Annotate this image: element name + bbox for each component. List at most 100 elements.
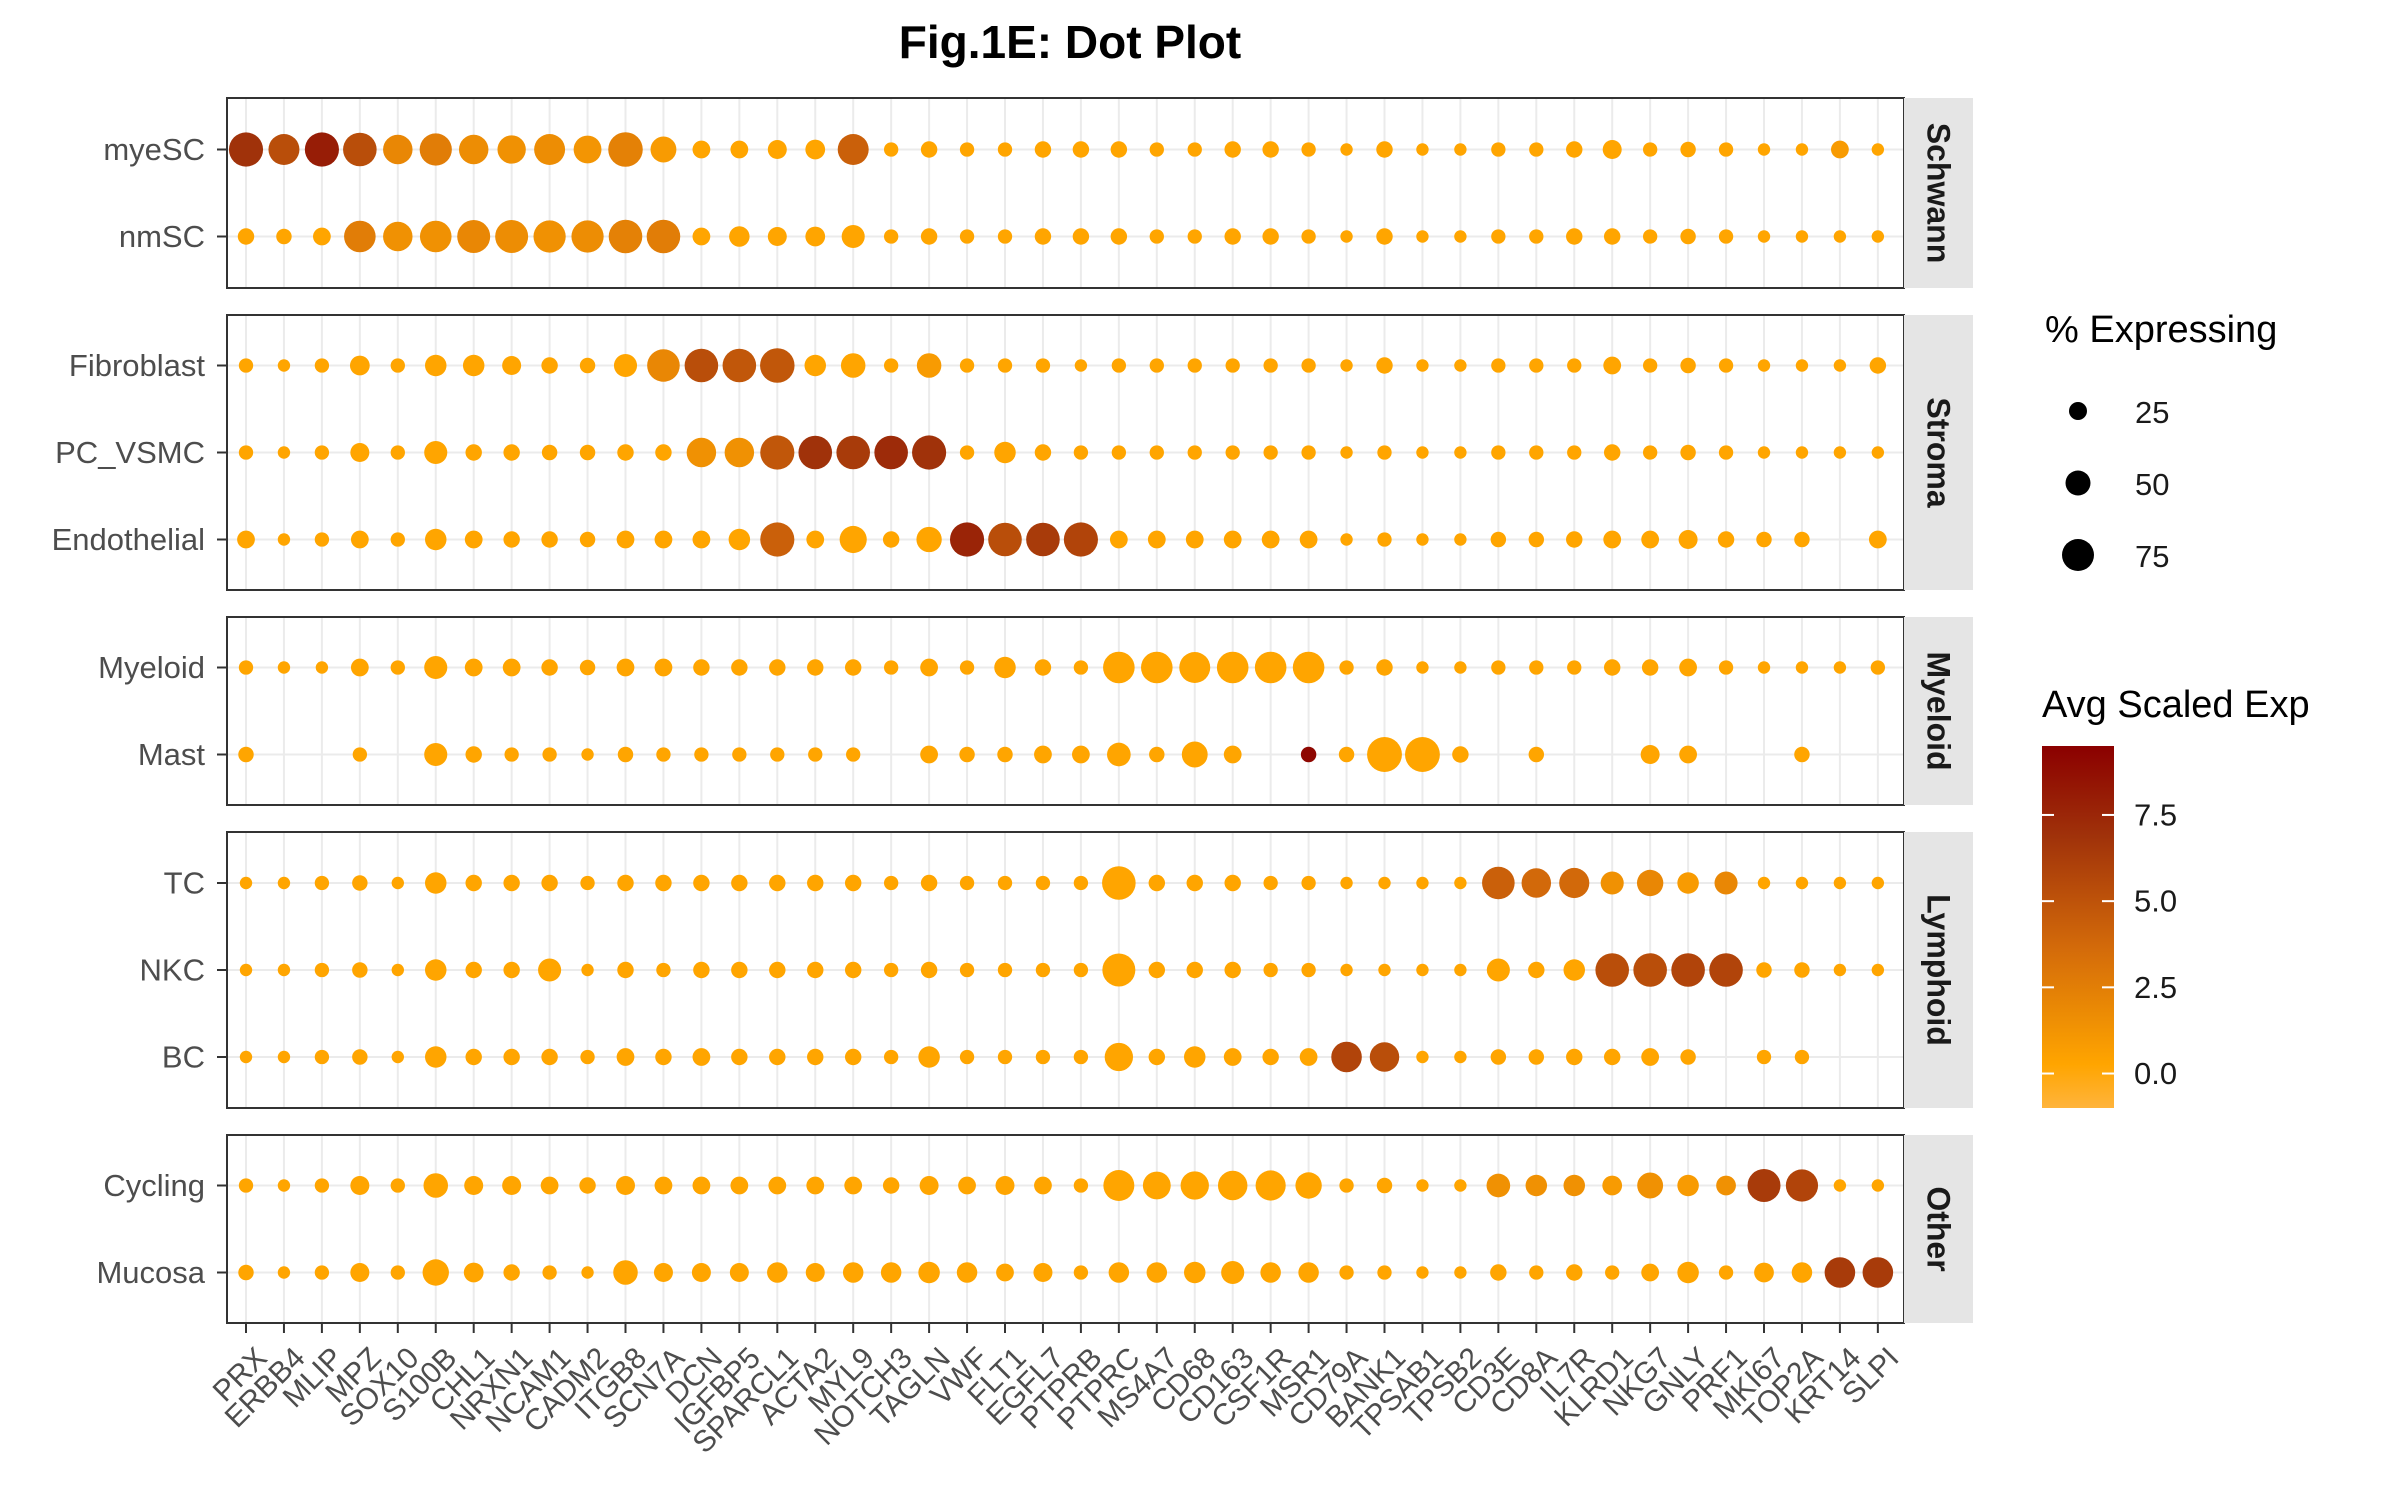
dot-NKC-PRF1 [1709, 953, 1743, 987]
dot-Endothelial-CD3E [1490, 531, 1507, 548]
dot-Fibroblast-CD3E [1491, 358, 1506, 373]
dot-nmSC-KRT14 [1833, 230, 1847, 243]
dot-nmSC-PRX [237, 228, 255, 245]
dot-BC-SOX10 [391, 1050, 404, 1064]
dot-PC_VSMC-S100B [424, 440, 448, 465]
dot-NKC-GNLY [1671, 953, 1705, 987]
dot-Mucosa-ERBB4 [277, 1266, 291, 1279]
size-legend-label: 25 [2135, 395, 2169, 430]
dot-NKC-KRT14 [1833, 963, 1847, 977]
dot-Mast-SPARCL1 [770, 747, 785, 762]
dot-Mast-EGFL7 [1034, 745, 1052, 764]
facet-strip-label: Schwann [1921, 123, 1957, 263]
panel-border [226, 616, 1905, 806]
dot-Endothelial-ACTA2 [806, 530, 825, 549]
dot-Cycling-CD3E [1486, 1173, 1511, 1198]
dot-BC-MSR1 [1299, 1048, 1318, 1066]
dot-Mucosa-PRX [238, 1264, 254, 1281]
dot-Mast-CD79A [1338, 746, 1355, 763]
dot-PC_VSMC-GNLY [1680, 444, 1696, 461]
dot-Endothelial-ITGB8 [616, 530, 635, 549]
dot-PC_VSMC-CADM2 [579, 444, 596, 461]
dot-nmSC-ACTA2 [805, 226, 826, 247]
dot-NKC-TPSB2 [1454, 963, 1467, 977]
dot-Mucosa-TPSB2 [1454, 1266, 1467, 1279]
dot-BC-PTPRB [1073, 1049, 1089, 1065]
dot-Mucosa-EGFL7 [1033, 1263, 1053, 1282]
dot-PC_VSMC-CD3E [1491, 445, 1506, 460]
dot-TC-PRF1 [1714, 871, 1738, 895]
dot-Endothelial-CD68 [1185, 530, 1204, 549]
dot-Endothelial-MKI67 [1756, 531, 1772, 548]
facet-panel-schwann: Schwann myeSC nmSC [103, 97, 1973, 289]
dot-TC-S100B [425, 872, 447, 894]
dot-myeSC-PRX [228, 132, 264, 167]
dot-myeSC-PTPRC [1110, 141, 1128, 158]
dot-myeSC-CD163 [1224, 141, 1241, 158]
dot-myeSC-VWF [959, 142, 975, 157]
dot-nmSC-NCAM1 [533, 220, 566, 253]
size-legend-title: % Expressing [2045, 309, 2277, 351]
dot-myeSC-TPSB2 [1454, 143, 1467, 156]
color-legend-label: 0.0 [2134, 1056, 2177, 1091]
dot-Endothelial-MPZ [350, 530, 369, 549]
dot-Myeloid-S100B [424, 655, 448, 680]
dot-TC-EGFL7 [1035, 875, 1051, 891]
dot-PC_VSMC-CSF1R [1263, 445, 1278, 460]
dot-TC-CD79A [1340, 876, 1353, 890]
dot-PC_VSMC-MSR1 [1301, 445, 1316, 460]
dot-NKC-S100B [425, 959, 447, 981]
dot-Endothelial-PTPRC [1109, 530, 1128, 549]
dot-Myeloid-CD3E [1491, 660, 1506, 675]
dot-nmSC-NKG7 [1642, 229, 1658, 244]
dot-Mucosa-S100B [422, 1259, 449, 1286]
dot-nmSC-SCN7A [646, 219, 681, 254]
dot-myeSC-EGFL7 [1034, 141, 1052, 158]
dot-TC-SCN7A [655, 874, 672, 892]
dot-TC-NKG7 [1636, 869, 1664, 897]
dot-BC-NKG7 [1641, 1048, 1660, 1066]
dot-BC-NOTCH3 [883, 1049, 899, 1065]
dot-TC-SLPI [1871, 876, 1885, 890]
size-legend-item: 75 [2062, 539, 2169, 574]
dot-nmSC-NOTCH3 [883, 229, 899, 244]
dot-Fibroblast-CD163 [1225, 358, 1240, 373]
dot-NKC-CD3E [1486, 958, 1510, 982]
dot-Myeloid-IL7R [1567, 660, 1582, 675]
dot-PC_VSMC-IGFBP5 [724, 437, 755, 468]
dot-Endothelial-TOP2A [1794, 531, 1810, 548]
dot-myeSC-MKI67 [1757, 143, 1771, 156]
dot-myeSC-BANK1 [1376, 141, 1393, 158]
dot-NKC-ACTA2 [807, 961, 824, 979]
dot-Myeloid-PTPRB [1073, 660, 1089, 675]
dot-PC_VSMC-CHL1 [465, 444, 482, 461]
dot-Fibroblast-MS4A7 [1149, 358, 1164, 373]
dot-TC-PTPRB [1073, 875, 1089, 891]
dot-myeSC-CD3E [1491, 142, 1506, 157]
dot-Mucosa-IL7R [1566, 1264, 1583, 1281]
dot-TC-TPSB2 [1454, 876, 1467, 890]
dot-TC-MYL9 [844, 874, 862, 892]
dot-Fibroblast-MPZ [349, 355, 370, 376]
y-tick-label: Fibroblast [69, 348, 205, 383]
dot-BC-MLIP [314, 1049, 330, 1065]
dot-TC-KRT14 [1833, 876, 1847, 890]
dot-Cycling-MSR1 [1295, 1172, 1322, 1199]
dot-TC-TOP2A [1795, 876, 1809, 890]
dot-myeSC-MLIP [304, 132, 339, 167]
dot-Cycling-CD8A [1525, 1174, 1548, 1197]
dot-nmSC-PRF1 [1718, 229, 1734, 244]
dot-Mucosa-NCAM1 [542, 1265, 557, 1280]
facet-panel-lymphoid: Lymphoid TC NKC BC [140, 831, 1973, 1109]
dot-BC-CHL1 [465, 1048, 482, 1066]
dot-Mucosa-VWF [956, 1262, 978, 1283]
dot-Myeloid-BANK1 [1376, 659, 1393, 676]
dot-myeSC-SPARCL1 [767, 140, 787, 159]
dot-PC_VSMC-FLT1 [994, 441, 1016, 464]
dot-TC-MPZ [352, 875, 368, 891]
dot-NKC-TAGLN [920, 961, 938, 979]
dot-TC-SOX10 [391, 876, 404, 890]
dot-Mucosa-KRT14 [1824, 1257, 1856, 1288]
dot-Myeloid-MKI67 [1757, 661, 1771, 674]
